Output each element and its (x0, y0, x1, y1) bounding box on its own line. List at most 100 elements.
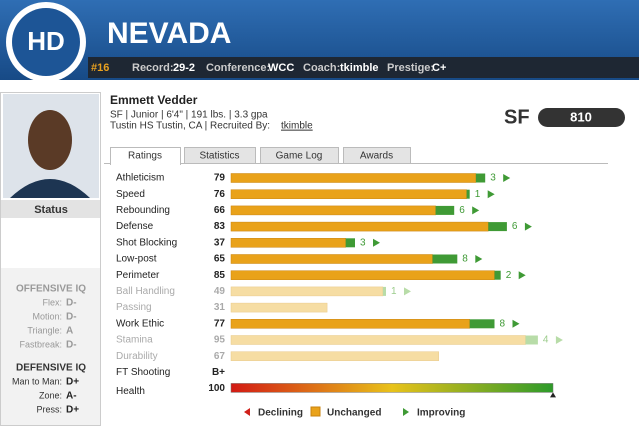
rating-bar (230, 351, 439, 361)
rating-label: Defense (116, 221, 154, 232)
change-value: 3 (360, 237, 366, 248)
improving-arrow (472, 206, 480, 215)
change-value: 1 (475, 189, 481, 200)
rating-bar (230, 302, 328, 313)
change-value: 4 (543, 335, 549, 346)
rating-bar (230, 205, 436, 216)
tab[interactable] (260, 147, 339, 164)
rating-value: 83 (214, 221, 226, 232)
iq-panel (1, 268, 100, 425)
iq-label: Zone: (39, 390, 62, 400)
rating-bar (230, 286, 384, 297)
record: 29-2 (173, 62, 195, 74)
recruiter-link[interactable]: tkimble (281, 121, 313, 132)
improving-arrow (487, 190, 495, 199)
rating-bar (230, 254, 433, 264)
iq-value: D+ (66, 377, 79, 388)
overall-pill (538, 108, 625, 127)
rating-bar (230, 238, 346, 248)
change-bar (494, 270, 501, 280)
change-value: 8 (462, 254, 468, 265)
rating-value: 79 (214, 173, 226, 184)
change-bar (469, 319, 495, 329)
tab-label[interactable]: Statistics (199, 151, 239, 162)
tab[interactable] (184, 147, 256, 164)
photo-face (28, 110, 72, 170)
tab-label[interactable]: Ratings (128, 151, 162, 162)
player-name: Emmett Vedder (110, 93, 198, 107)
change-value: 6 (459, 205, 465, 216)
ft-label: FT Shooting (116, 367, 170, 378)
rating-label: Perimeter (116, 270, 160, 281)
record-label: Record: (132, 62, 174, 74)
rating-value: 67 (214, 351, 226, 362)
improving-arrow (503, 174, 511, 182)
rating-label: Shot Blocking (116, 237, 177, 248)
declining-icon (244, 408, 250, 416)
conference: WCC (268, 62, 294, 74)
rating-label: Work Ethic (116, 318, 164, 329)
change-value: 1 (391, 286, 397, 297)
rating-value: 65 (214, 254, 226, 265)
tab-cover (111, 162, 180, 165)
health-marker (550, 392, 556, 398)
rating-value: 31 (214, 302, 226, 313)
overall: 810 (570, 109, 592, 124)
change-bar (345, 238, 355, 248)
legend-label: Improving (417, 408, 465, 419)
iq-value: A- (66, 391, 77, 402)
team-name: NEVADA (107, 17, 231, 50)
rating-label: Ball Handling (116, 286, 175, 297)
rating-label: Athleticism (116, 173, 164, 184)
rating-label: Speed (116, 189, 145, 200)
health-bar (230, 383, 554, 393)
photo-jersey (10, 179, 90, 198)
change-bar (475, 173, 486, 183)
rating-label: Passing (116, 302, 152, 313)
rating-bar (230, 335, 526, 345)
iq-label: Man to Man: (12, 376, 62, 386)
tab-label[interactable]: Game Log (276, 151, 323, 162)
rating-label: Rebounding (116, 205, 170, 216)
improving-arrow (404, 287, 411, 296)
player-hometown: Tustin HS Tustin, CA | Recruited By: (110, 121, 270, 132)
change-bar (382, 286, 386, 296)
rating-value: 49 (214, 286, 226, 297)
change-bar (488, 222, 507, 232)
rating-value: 85 (214, 270, 226, 281)
logo-text: HD (27, 26, 65, 56)
improving-arrow (373, 238, 380, 247)
coach-label: Coach: (303, 62, 340, 74)
iq-label: Press: (36, 404, 62, 414)
change-bar (435, 205, 455, 215)
rating-bar (230, 173, 477, 183)
health-label: Health (116, 386, 145, 397)
iq-value: D- (66, 312, 77, 323)
improving-arrow (555, 336, 563, 344)
position: SF (504, 106, 530, 128)
improving-icon (403, 408, 409, 416)
change-bar (466, 189, 470, 199)
rating-value: 76 (214, 189, 226, 200)
header-strip (88, 57, 639, 78)
iq-value: A (66, 326, 73, 337)
rating-bar (230, 189, 467, 199)
rating-value: 66 (214, 205, 226, 216)
logo (12, 8, 80, 76)
tab[interactable] (343, 147, 411, 164)
change-value: 3 (490, 173, 496, 184)
iq-title: OFFENSIVE IQ (16, 284, 86, 295)
iq-value: D- (66, 340, 77, 351)
rating-label: Low-post (116, 254, 157, 265)
status-bar (1, 200, 100, 218)
coach: tkimble (340, 62, 379, 74)
tab-label[interactable]: Awards (360, 151, 393, 162)
prestige-label: Prestige: (387, 62, 434, 74)
change-value: 2 (506, 270, 512, 281)
iq-label: Fastbreak: (19, 339, 62, 349)
prestige: C+ (432, 62, 446, 74)
rating-value: 77 (214, 318, 226, 329)
rating-value: 37 (214, 237, 226, 248)
legend-label: Declining (258, 408, 303, 419)
improving-arrow (518, 271, 526, 280)
